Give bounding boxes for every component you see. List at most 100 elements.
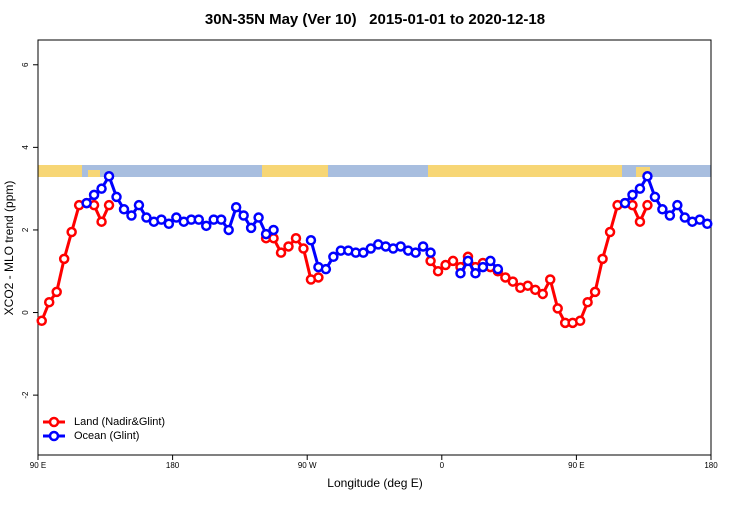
y-tick-label: 6	[21, 62, 30, 67]
point	[313, 272, 324, 283]
point	[96, 216, 107, 227]
point	[118, 204, 130, 215]
point	[447, 255, 459, 267]
point	[141, 212, 152, 223]
point	[328, 251, 339, 263]
point	[477, 261, 489, 273]
point	[133, 199, 145, 211]
point	[500, 272, 511, 283]
point	[574, 315, 586, 327]
point	[432, 265, 444, 277]
point	[126, 210, 137, 221]
point	[604, 226, 616, 238]
point	[230, 201, 242, 213]
legend-marker	[48, 430, 60, 442]
point	[425, 247, 436, 258]
point	[642, 171, 653, 182]
point	[425, 255, 436, 267]
point	[485, 255, 496, 267]
point	[163, 218, 175, 230]
point	[417, 241, 429, 252]
x-tick-label: 0	[440, 461, 445, 470]
point	[201, 220, 212, 232]
y-tick-label: -2	[21, 391, 30, 399]
point	[111, 191, 122, 203]
point	[275, 247, 287, 258]
point	[694, 214, 706, 225]
point	[470, 268, 481, 279]
point	[51, 286, 62, 298]
chart-title: 30N-35N May (Ver 10) 2015-01-01 to 2020-…	[205, 11, 545, 28]
point	[260, 228, 272, 240]
legend: Land (Nadir&Glint) Ocean (Glint)	[43, 416, 165, 442]
point	[679, 212, 691, 223]
legend-marker	[48, 416, 60, 428]
y-tick-label: 0	[21, 310, 30, 315]
point	[589, 286, 601, 298]
point	[702, 218, 713, 230]
point	[268, 224, 279, 236]
point	[320, 263, 332, 275]
legend-label: Ocean (Glint)	[74, 430, 139, 442]
point	[238, 210, 249, 221]
plot-frame	[37, 39, 712, 456]
point	[544, 274, 556, 285]
point	[410, 247, 421, 258]
point	[664, 210, 676, 221]
point	[103, 171, 115, 182]
point	[66, 226, 77, 238]
point	[43, 296, 55, 308]
x-tick-label: 180	[166, 461, 180, 470]
point	[156, 214, 167, 225]
point	[88, 189, 100, 201]
point	[81, 197, 92, 209]
point	[290, 232, 302, 244]
x-axis-label: Longitude (deg E)	[327, 476, 422, 490]
y-axis-label: XCO2 - MLO trend (ppm)	[2, 181, 16, 316]
point	[365, 243, 377, 254]
x-tick-label: 90 E	[30, 461, 46, 470]
point	[552, 303, 563, 314]
point	[245, 222, 257, 234]
point	[537, 288, 548, 300]
point	[253, 212, 264, 223]
point	[103, 199, 115, 211]
point	[672, 199, 683, 211]
point	[597, 253, 608, 265]
point	[634, 183, 646, 194]
point	[298, 243, 309, 254]
point	[215, 214, 227, 225]
point	[530, 284, 541, 296]
point	[440, 259, 451, 271]
x-tick-label: 90 W	[298, 461, 317, 470]
point	[657, 204, 668, 215]
point	[492, 263, 504, 275]
point	[455, 268, 466, 279]
point	[171, 212, 182, 223]
map-strip	[38, 165, 711, 177]
point	[36, 315, 47, 327]
point	[619, 197, 631, 209]
y-tick-label: 4	[21, 145, 30, 150]
legend-label: Land (Nadir&Glint)	[74, 416, 165, 428]
point	[522, 280, 534, 291]
point	[358, 247, 369, 258]
point	[96, 183, 107, 194]
x-tick-label: 90 E	[568, 461, 584, 470]
point	[634, 216, 646, 227]
y-tick-label: 2	[21, 227, 30, 232]
point	[627, 189, 638, 201]
point	[642, 199, 653, 211]
point	[193, 214, 205, 225]
point	[305, 235, 317, 246]
point	[649, 191, 661, 203]
point	[582, 296, 593, 308]
point	[283, 241, 294, 252]
point	[462, 255, 474, 267]
point	[507, 276, 519, 287]
point	[395, 241, 406, 252]
x-tick-label: 180	[704, 461, 718, 470]
point	[58, 253, 70, 265]
point	[223, 224, 234, 236]
